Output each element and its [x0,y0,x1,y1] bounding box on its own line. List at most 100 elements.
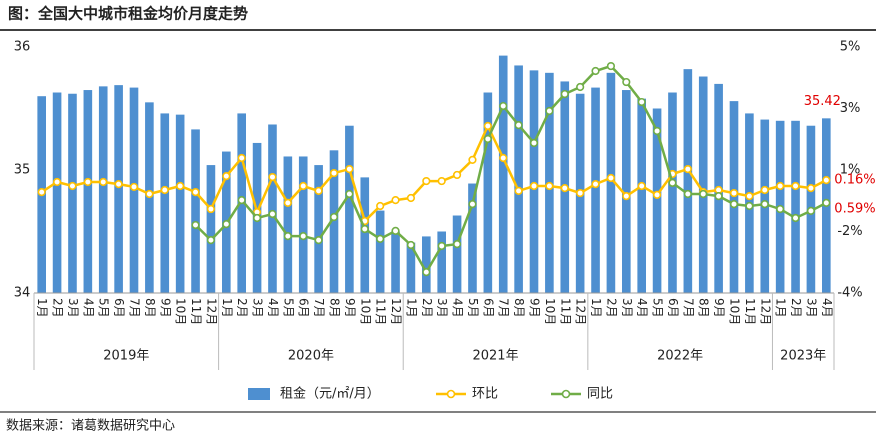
line-point [422,267,431,277]
line-point [591,180,600,189]
x-tick-label: 2月 [604,298,618,318]
line-point [822,176,831,185]
bar [68,93,77,294]
x-tick-label: 1月 [220,298,234,318]
line-point [129,182,139,192]
x-tick-label: 5月 [651,298,665,318]
line-point [468,155,477,164]
x-tick-label: 7月 [312,298,326,318]
source: 数据来源：诸葛数据研究中心 [6,419,175,434]
x-tick-label: 1月 [35,298,49,318]
x-tick-label: 3月 [251,298,265,318]
line-point [145,189,154,199]
x-tick-label: 3月 [435,298,449,318]
x-tick-label: 7月 [681,298,695,318]
x-tick-label: 12月 [389,298,403,325]
x-tick-label: 7月 [497,298,511,318]
year-label: 2021年 [472,349,518,364]
line-point [529,181,539,191]
x-tick-label: 4月 [451,298,465,318]
x-tick-label: 1月 [589,298,603,318]
line-point [622,77,631,87]
x-tick-label: 8月 [697,298,711,318]
line-point [729,200,739,209]
line [41,123,827,224]
y-tick-label: 35 [14,163,31,178]
line-point [268,172,277,182]
bar [468,183,477,293]
legend-swatch [561,389,571,399]
line-point [652,126,662,136]
x-tick-label: 1月 [774,298,788,318]
x-tick-label: 9月 [528,298,542,318]
bar [483,92,493,293]
x-tick-label: 8月 [328,298,342,318]
line-point [222,172,231,181]
y2-tick-label: -4% [837,286,862,301]
line-point [314,186,323,196]
x-tick-label: 9月 [712,298,726,318]
line-point [345,164,354,174]
bar [591,87,600,293]
x-tick-label: 6月 [666,298,680,318]
bar [298,156,308,293]
line-point [191,188,200,197]
annotation: 0.16% [834,173,875,188]
legend-swatch [248,388,270,400]
line-point [360,224,369,234]
bar [529,70,539,294]
y2-tick-label: 3% [840,101,861,116]
line-point [760,185,769,195]
y-tick-label: 36 [14,40,31,55]
line-point [699,189,708,199]
bar [191,129,200,293]
line-point [452,240,462,249]
line-point [637,181,646,191]
line-point [206,236,216,245]
line-point [791,213,800,223]
line-point [637,97,646,107]
x-tick-label: 5月 [97,298,111,318]
line-point [283,232,292,241]
x-tick-label: 6月 [297,298,311,318]
bar [52,92,62,293]
line-point [745,201,754,211]
line-point [729,188,739,198]
bar [422,236,431,293]
y2-tick-label: -2% [837,224,862,239]
line-point [499,153,508,163]
line-point [806,184,816,193]
x-tick-label: 11月 [558,298,572,325]
bar [606,72,616,293]
line-point [376,234,385,243]
line-point [391,226,400,235]
bar [406,242,416,293]
line-point [468,200,477,209]
line-point [545,181,554,191]
bar [360,177,370,293]
line-point [606,173,616,183]
chart-title: 图：全国大中城市租金均价月度走势 [8,5,248,23]
x-tick-label: 4月 [81,298,95,318]
x-tick-label: 6月 [481,298,495,318]
line-point [529,138,539,148]
x-tick-label: 11月 [189,298,203,325]
line-point [514,121,523,130]
line-point [283,198,292,208]
line-point [714,192,723,201]
line-point [160,185,169,195]
line-point [576,82,585,92]
bar [160,113,170,293]
line-point [652,190,662,200]
bar [514,65,523,293]
line-point [299,181,308,191]
x-tick-label: 12月 [758,298,772,325]
bar [268,124,277,294]
line-point [68,181,77,191]
year-label: 2020年 [288,349,334,364]
line-point [299,232,308,241]
line-point [776,204,785,214]
line-point [576,188,585,198]
line-point [422,176,431,186]
